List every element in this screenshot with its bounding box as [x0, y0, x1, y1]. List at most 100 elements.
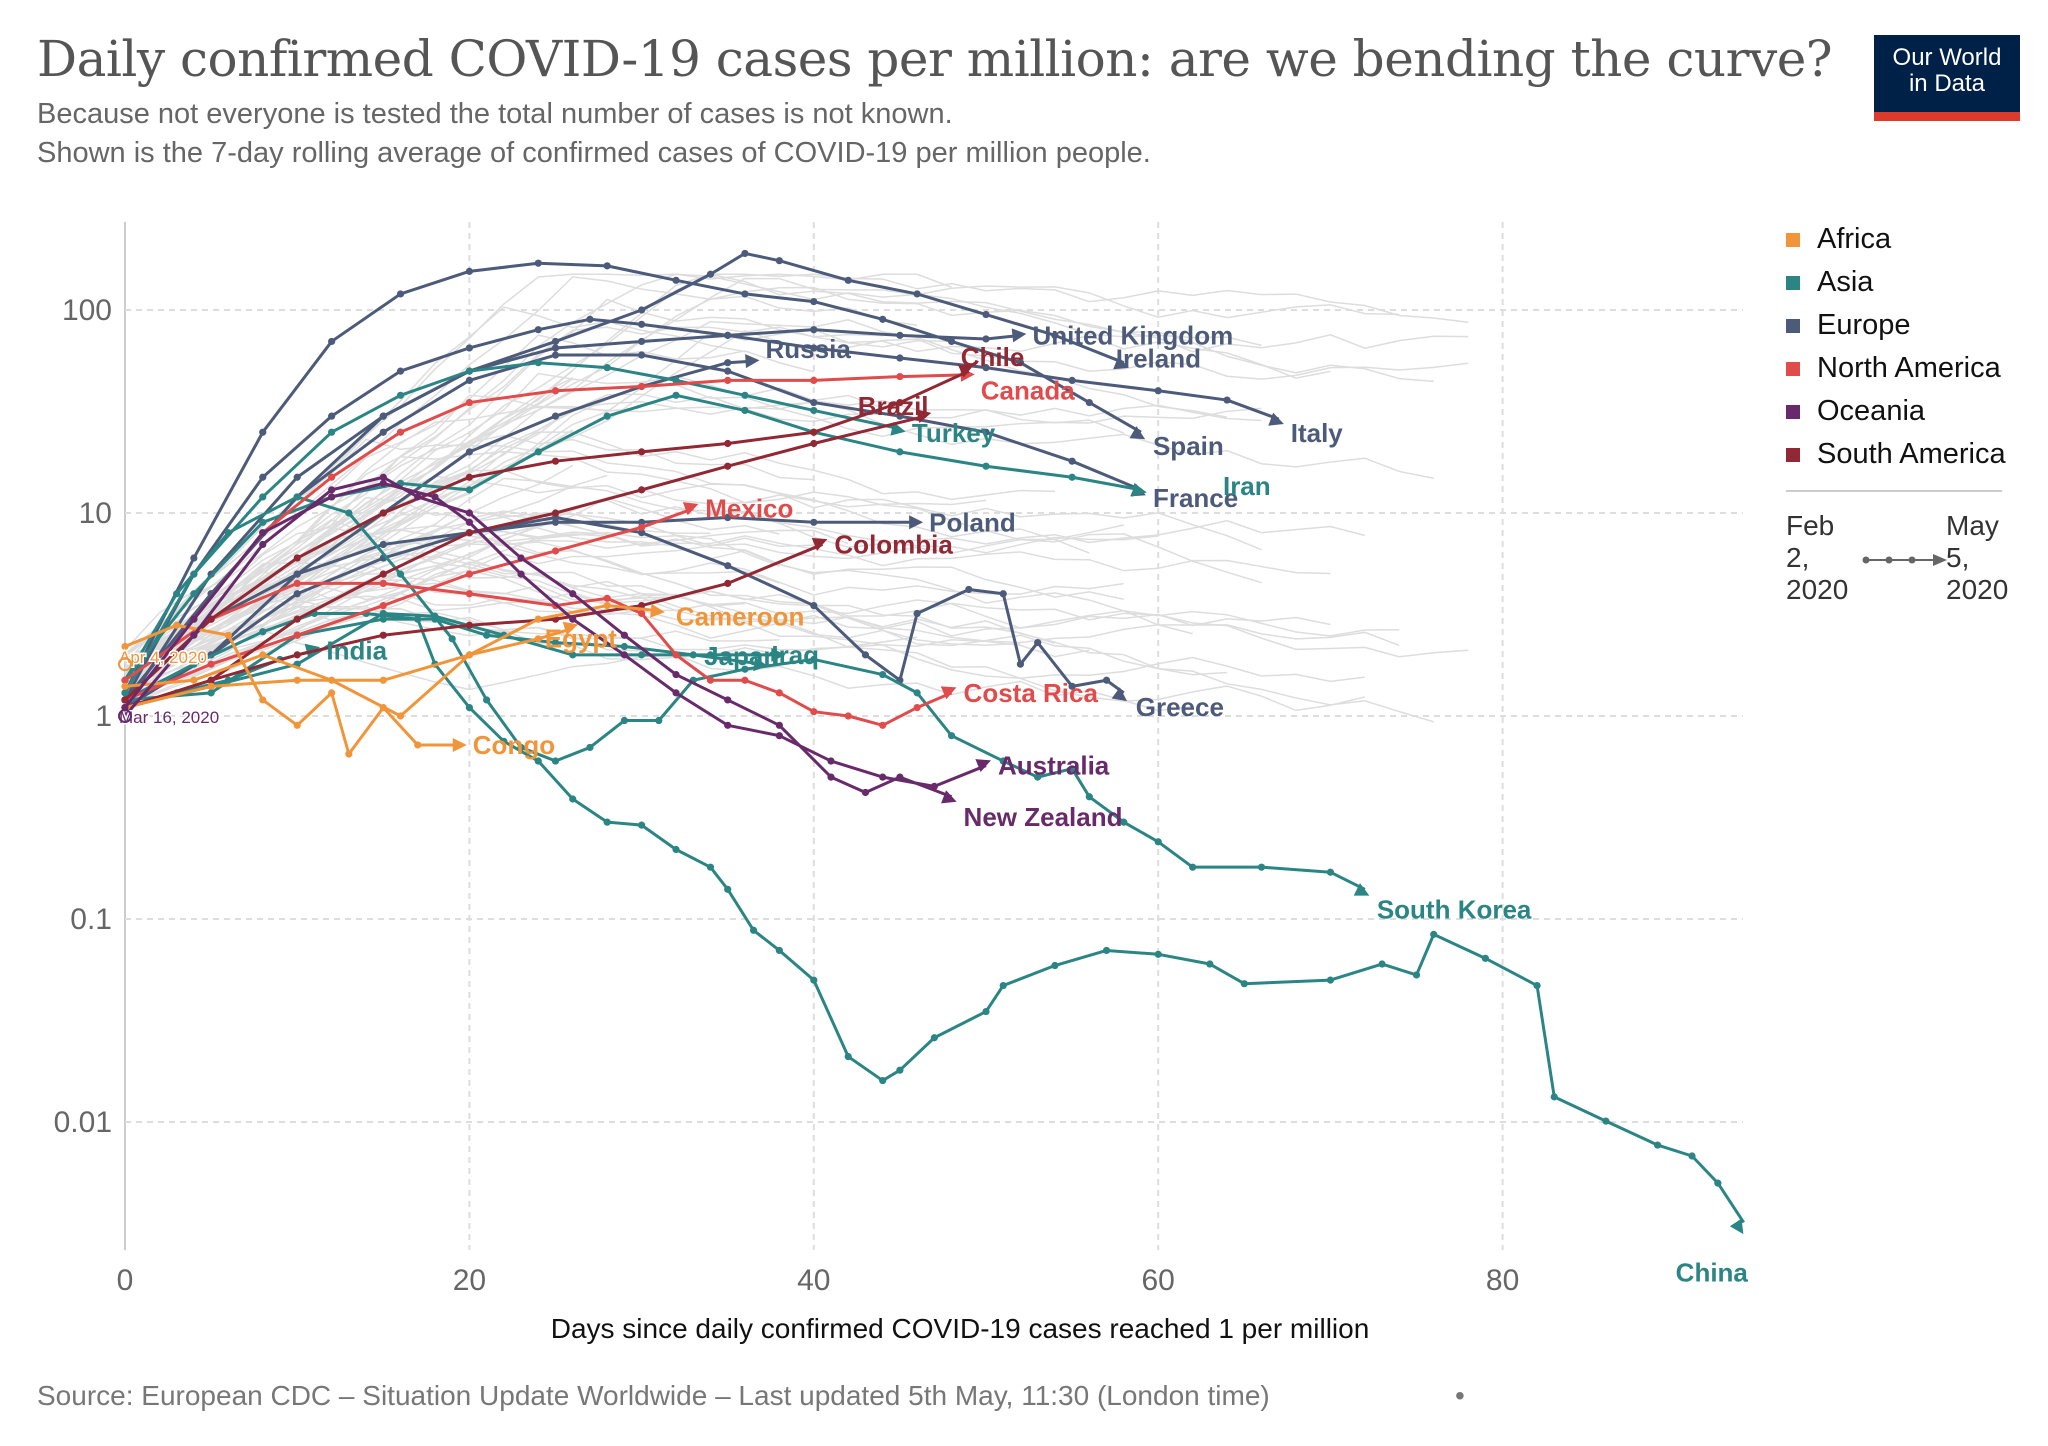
- data-point[interactable]: [810, 344, 818, 352]
- data-point[interactable]: [775, 257, 783, 265]
- data-point[interactable]: [896, 773, 904, 781]
- data-point[interactable]: [810, 439, 818, 448]
- data-point[interactable]: [999, 590, 1007, 598]
- data-point[interactable]: [982, 335, 990, 343]
- data-point[interactable]: [465, 344, 473, 352]
- data-point[interactable]: [379, 601, 387, 610]
- data-point[interactable]: [1068, 457, 1076, 465]
- data-point[interactable]: [207, 682, 215, 690]
- data-point[interactable]: [396, 428, 405, 436]
- data-point[interactable]: [586, 743, 594, 752]
- data-point[interactable]: [603, 594, 611, 602]
- data-point[interactable]: [465, 570, 473, 578]
- data-point[interactable]: [638, 529, 646, 537]
- data-point[interactable]: [1154, 838, 1162, 846]
- data-point[interactable]: [672, 651, 680, 659]
- data-point[interactable]: [396, 712, 405, 720]
- data-point[interactable]: [620, 651, 628, 659]
- data-point[interactable]: [173, 621, 181, 629]
- data-point[interactable]: [431, 493, 439, 501]
- data-point[interactable]: [465, 529, 473, 537]
- data-point[interactable]: [965, 585, 973, 594]
- data-point[interactable]: [551, 757, 560, 765]
- data-point[interactable]: [672, 376, 680, 384]
- data-point[interactable]: [190, 615, 198, 623]
- data-point[interactable]: [328, 428, 336, 436]
- data-point[interactable]: [328, 486, 336, 494]
- data-point[interactable]: [465, 473, 473, 481]
- data-point[interactable]: [1430, 930, 1438, 938]
- data-point[interactable]: [810, 326, 818, 334]
- data-point[interactable]: [1412, 971, 1421, 979]
- data-point[interactable]: [861, 788, 870, 797]
- country-label-iraq[interactable]: Iraq: [771, 640, 819, 670]
- data-point[interactable]: [638, 651, 646, 659]
- legend-item-asia[interactable]: Asia: [1786, 261, 2006, 304]
- data-point[interactable]: [190, 676, 198, 684]
- data-point[interactable]: [500, 737, 508, 745]
- data-point[interactable]: [810, 376, 818, 384]
- data-point[interactable]: [551, 351, 560, 359]
- data-point[interactable]: [379, 479, 387, 487]
- data-point[interactable]: [534, 615, 542, 623]
- data-point[interactable]: [741, 406, 749, 415]
- data-point[interactable]: [741, 290, 749, 298]
- data-point[interactable]: [379, 428, 387, 436]
- data-point[interactable]: [930, 1034, 938, 1042]
- data-point[interactable]: [379, 676, 387, 684]
- country-label-italy[interactable]: Italy: [1291, 418, 1344, 448]
- data-point[interactable]: [1240, 980, 1248, 988]
- data-point[interactable]: [724, 696, 732, 704]
- data-point[interactable]: [534, 635, 542, 643]
- data-point[interactable]: [396, 290, 405, 298]
- country-label-colombia[interactable]: Colombia: [834, 529, 953, 559]
- data-point[interactable]: [810, 518, 818, 526]
- data-point[interactable]: [638, 821, 646, 829]
- data-point[interactable]: [896, 412, 904, 420]
- data-point[interactable]: [749, 926, 758, 934]
- data-point[interactable]: [551, 387, 560, 395]
- data-point[interactable]: [724, 359, 732, 367]
- series-new-zealand[interactable]: [121, 473, 959, 809]
- data-point[interactable]: [534, 359, 542, 367]
- series-spain[interactable]: [121, 259, 1148, 697]
- data-point[interactable]: [655, 716, 663, 725]
- data-point[interactable]: [293, 721, 301, 729]
- data-point[interactable]: [879, 721, 887, 729]
- data-point[interactable]: [328, 689, 336, 697]
- country-label-spain[interactable]: Spain: [1153, 431, 1224, 461]
- data-point[interactable]: [982, 310, 990, 319]
- data-point[interactable]: [982, 364, 990, 372]
- data-point[interactable]: [259, 428, 267, 436]
- data-point[interactable]: [844, 712, 852, 720]
- data-point[interactable]: [483, 631, 491, 639]
- data-point[interactable]: [190, 554, 198, 562]
- data-point[interactable]: [293, 615, 301, 623]
- country-label-turkey[interactable]: Turkey: [912, 418, 996, 448]
- series-greece[interactable]: [121, 513, 1131, 712]
- data-point[interactable]: [741, 665, 749, 673]
- data-point[interactable]: [810, 601, 818, 610]
- data-point[interactable]: [465, 621, 473, 629]
- data-point[interactable]: [259, 473, 267, 481]
- data-point[interactable]: [465, 367, 473, 375]
- data-point[interactable]: [620, 642, 628, 651]
- data-point[interactable]: [224, 631, 232, 639]
- country-label-mexico[interactable]: Mexico: [705, 494, 793, 524]
- data-point[interactable]: [1034, 638, 1042, 647]
- owid-logo[interactable]: Our World in Data: [1874, 35, 2020, 121]
- country-label-new-zealand[interactable]: New Zealand: [964, 802, 1123, 832]
- data-point[interactable]: [379, 631, 387, 639]
- data-point[interactable]: [827, 757, 835, 765]
- series-cameroon[interactable]: [121, 601, 665, 720]
- data-point[interactable]: [534, 326, 542, 334]
- country-label-australia[interactable]: Australia: [998, 751, 1110, 781]
- data-point[interactable]: [1102, 946, 1111, 955]
- legend-item-south-america[interactable]: South America: [1786, 433, 2006, 476]
- data-point[interactable]: [259, 493, 267, 501]
- data-point[interactable]: [1481, 954, 1489, 962]
- data-point[interactable]: [603, 412, 611, 420]
- data-point[interactable]: [328, 473, 336, 481]
- data-point[interactable]: [465, 509, 473, 517]
- data-point[interactable]: [879, 670, 887, 679]
